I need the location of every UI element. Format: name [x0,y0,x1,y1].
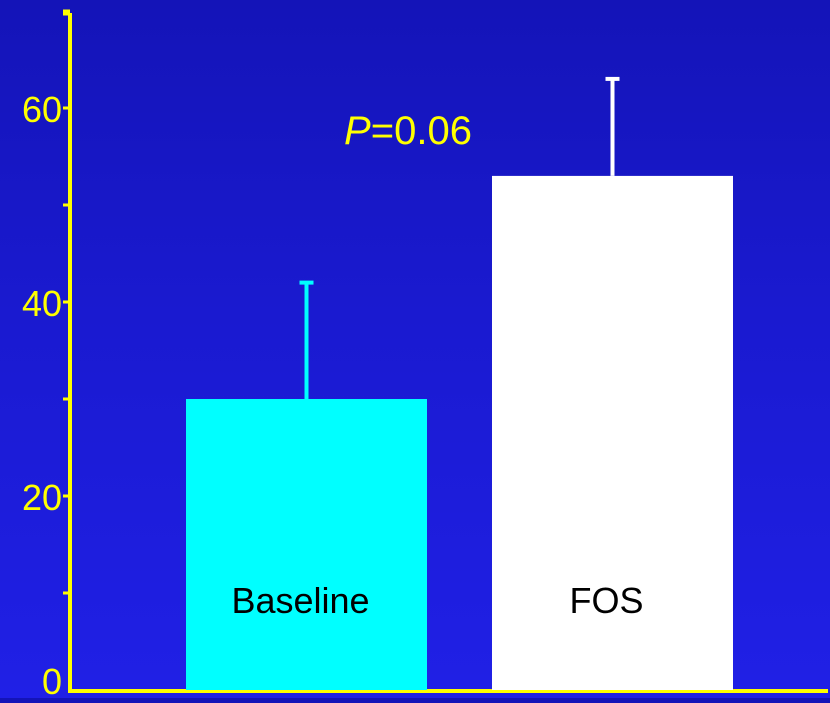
p-value-text: =0.06 [371,109,472,153]
y-tick-label: 60 [22,89,62,130]
p-value-italic: P [344,109,371,153]
bar-fos [492,175,733,690]
bar-baseline [186,399,427,690]
bar-label-fos: FOS [569,580,643,621]
p-value-annotation: P=0.06 [344,109,472,153]
y-tick-label: 0 [42,661,62,698]
axes: 0 20 40 60 [22,9,828,702]
bar-label-baseline: Baseline [231,580,369,621]
y-tick-label: 20 [22,477,62,518]
bars [186,76,733,690]
y-tick-label: 40 [22,283,62,324]
bar-labels: Baseline FOS [231,580,643,621]
y-ticks: 0 20 40 60 [22,9,70,702]
